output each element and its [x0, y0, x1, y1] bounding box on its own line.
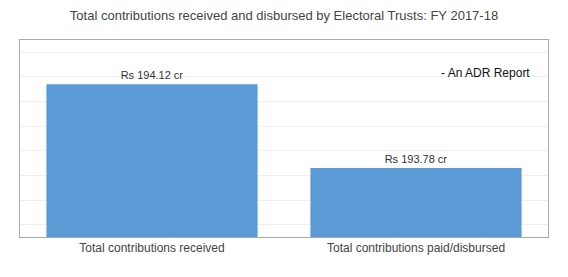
svg-text:Total contributions paid/disbu: Total contributions paid/disbursed [327, 241, 505, 255]
svg-text:- An ADR Report: - An ADR Report [441, 66, 530, 80]
svg-text:Total contributions received: Total contributions received [79, 241, 224, 255]
svg-text:Rs 194.12 cr: Rs 194.12 cr [121, 69, 184, 81]
svg-text:Total contributions received a: Total contributions received and disburs… [70, 8, 498, 23]
svg-text:Rs 193.78 cr: Rs 193.78 cr [385, 153, 448, 165]
